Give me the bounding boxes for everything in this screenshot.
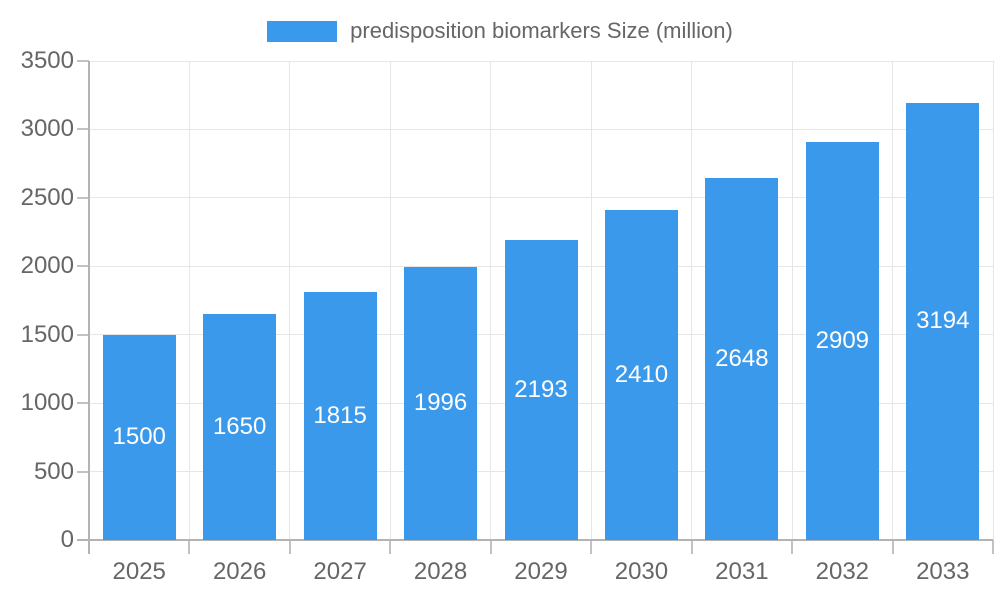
bar-2033[interactable]: 3194 xyxy=(906,102,980,540)
y-axis-tick xyxy=(77,333,89,336)
y-axis-tick xyxy=(77,128,89,131)
bar-value-label: 2410 xyxy=(614,361,669,389)
x-axis-label: 2025 xyxy=(112,558,166,585)
bar-2031[interactable]: 2648 xyxy=(705,177,779,540)
bar-value-label: 2193 xyxy=(514,375,568,403)
legend-label: predisposition biomarkers Size (million) xyxy=(350,18,733,43)
x-axis-label: 2032 xyxy=(815,558,870,585)
bar-2025[interactable]: 1500 xyxy=(102,334,176,540)
bar-2026[interactable]: 1650 xyxy=(203,314,277,540)
x-axis-label: 2029 xyxy=(514,558,568,585)
gridline-vertical xyxy=(289,61,291,540)
bar-value-label: 1815 xyxy=(313,401,367,429)
bar-2032[interactable]: 2909 xyxy=(805,141,879,540)
gridline-vertical xyxy=(892,61,894,540)
y-axis-tick xyxy=(77,60,89,62)
y-axis-label: 1000 xyxy=(20,389,74,417)
gridline-horizontal xyxy=(89,60,993,62)
gridline-vertical xyxy=(992,61,994,540)
gridline-vertical xyxy=(791,61,793,540)
x-axis-tick xyxy=(690,540,693,554)
y-axis-tick xyxy=(77,402,89,405)
x-axis-tick xyxy=(891,540,894,554)
gridline-vertical xyxy=(188,61,190,540)
y-axis-label: 0 xyxy=(60,526,74,553)
x-axis-label: 2028 xyxy=(413,558,468,585)
gridline-horizontal xyxy=(89,128,993,130)
bar-value-label: 1650 xyxy=(212,413,267,441)
x-axis-label: 2026 xyxy=(212,558,267,585)
x-axis-label: 2027 xyxy=(313,558,367,585)
bar-2027[interactable]: 1815 xyxy=(303,291,377,540)
y-axis-tick xyxy=(77,196,89,199)
x-axis-tick xyxy=(188,540,191,554)
legend-swatch-icon xyxy=(267,20,338,42)
x-axis-tick xyxy=(389,540,392,554)
y-axis-label: 1500 xyxy=(20,320,74,348)
bar-2030[interactable]: 2410 xyxy=(604,210,678,540)
gridline-vertical xyxy=(691,61,693,540)
y-axis-label: 500 xyxy=(33,457,74,485)
y-axis-label: 2500 xyxy=(20,183,74,211)
gridline-vertical xyxy=(490,61,492,540)
y-axis-label: 3500 xyxy=(20,47,74,74)
y-axis-tick xyxy=(77,265,89,268)
x-axis-label: 2031 xyxy=(715,558,769,585)
y-axis-label: 3000 xyxy=(20,115,74,143)
bar-value-label: 1500 xyxy=(112,423,166,451)
bar-value-label: 3194 xyxy=(916,307,970,335)
legend[interactable]: predisposition biomarkers Size (million) xyxy=(0,18,1000,44)
x-axis-tick xyxy=(992,540,994,554)
x-axis-tick xyxy=(288,540,291,554)
x-axis-label: 2030 xyxy=(614,558,669,585)
x-axis-tick xyxy=(590,540,593,554)
x-axis-label: 2033 xyxy=(916,558,970,585)
bar-value-label: 2648 xyxy=(715,344,769,372)
gridline-vertical xyxy=(590,61,592,540)
bar-2029[interactable]: 2193 xyxy=(504,239,578,540)
bar-2028[interactable]: 1996 xyxy=(404,266,478,540)
x-axis-tick xyxy=(489,540,492,554)
y-axis-tick xyxy=(77,470,89,473)
y-axis-label: 2000 xyxy=(20,252,74,280)
bar-value-label: 2909 xyxy=(815,326,870,354)
x-axis-tick xyxy=(791,540,794,554)
gridline-horizontal xyxy=(89,197,993,199)
bar-value-label: 1996 xyxy=(413,389,468,417)
y-axis-line xyxy=(88,61,90,554)
x-axis-line xyxy=(77,539,993,541)
gridline-vertical xyxy=(389,61,391,540)
